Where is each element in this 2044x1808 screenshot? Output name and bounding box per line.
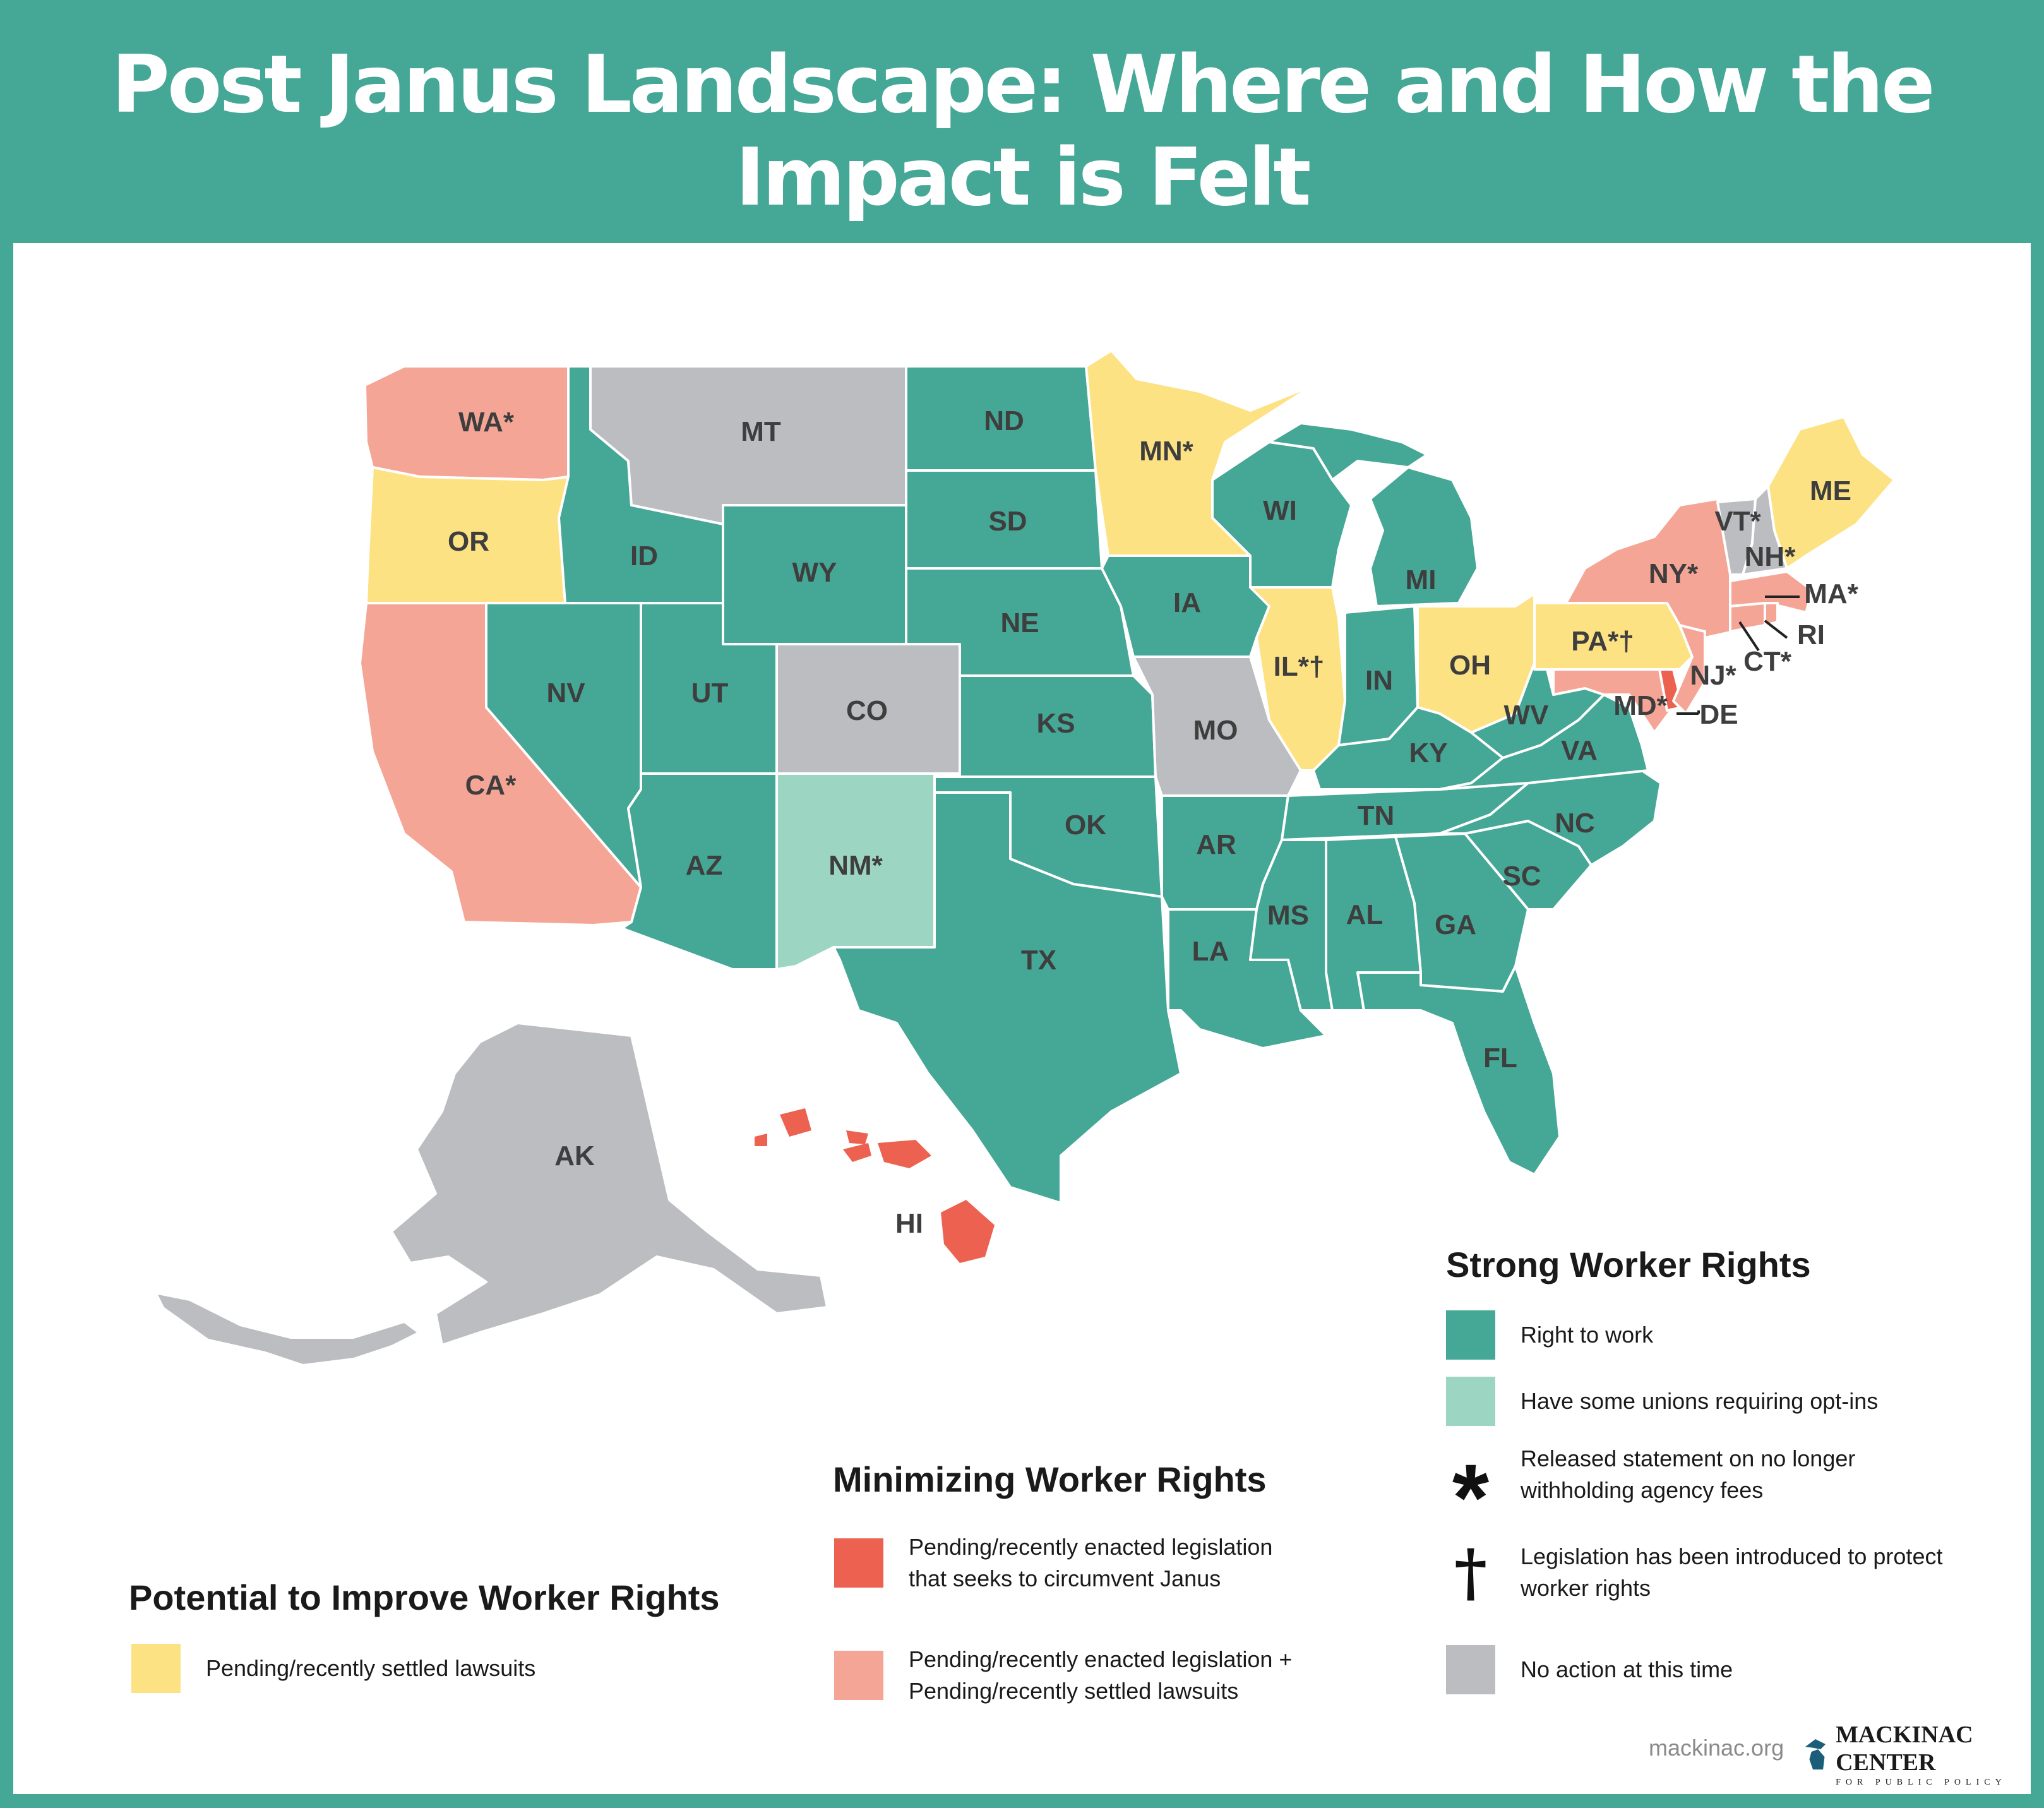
label-in: IN	[1365, 665, 1393, 696]
legend-strong-title: Strong Worker Rights	[1446, 1245, 1811, 1284]
label-pa: PA*†	[1571, 626, 1634, 657]
state-fl[interactable]	[1356, 965, 1561, 1176]
label-ks: KS	[1036, 708, 1075, 739]
alaska-aleutian	[158, 1295, 417, 1364]
legend-asterisk: * Released statement on no longer withho…	[1446, 1443, 1963, 1550]
state-mi-up[interactable]	[1268, 422, 1428, 481]
page-title: Post Janus Landscape: Where and How the …	[111, 38, 1935, 224]
legend-right-to-work: Right to work	[1446, 1310, 1963, 1360]
label-mt: MT	[741, 416, 781, 447]
label-ga: GA	[1435, 909, 1476, 940]
label-vt: VT*	[1714, 506, 1761, 537]
legend-minimizing-title: Minimizing Worker Rights	[833, 1459, 1267, 1499]
label-or: OR	[448, 526, 489, 557]
label-ia: IA	[1173, 587, 1201, 618]
label-wa: WA*	[458, 407, 515, 438]
label-ut: UT	[691, 678, 729, 709]
label-fl: FL	[1483, 1043, 1517, 1074]
label-nc: NC	[1555, 808, 1595, 839]
label-oh: OH	[1449, 650, 1491, 681]
label-sd: SD	[988, 506, 1027, 537]
swatch-legislation	[834, 1538, 883, 1588]
label-nh: NH*	[1745, 541, 1796, 572]
swatch-legislation-lawsuits	[834, 1651, 883, 1700]
swatch-no-action	[1446, 1645, 1495, 1694]
dagger-icon: †	[1454, 1535, 1488, 1610]
label-md: MD*	[1613, 690, 1668, 721]
mackinac-logo: MACKINAC CENTER FOR PUBLIC POLICY	[1800, 1721, 2031, 1788]
legend-lawsuits-label: Pending/recently settled lawsuits	[206, 1655, 536, 1681]
label-ri: RI	[1797, 620, 1825, 650]
legend-right-to-work-label: Right to work	[1521, 1322, 1654, 1348]
label-ca: CA*	[465, 770, 517, 801]
legend-no-action-label: No action at this time	[1521, 1656, 1733, 1682]
label-ny: NY*	[1649, 558, 1699, 589]
label-wi: WI	[1263, 495, 1297, 526]
label-ak: AK	[554, 1140, 595, 1171]
swatch-lawsuits	[131, 1644, 181, 1693]
state-hi[interactable]	[755, 1108, 995, 1263]
swatch-opt-ins	[1446, 1377, 1495, 1426]
label-ct: CT*	[1743, 646, 1792, 677]
logo-name: MACKINAC CENTER	[1836, 1721, 1973, 1776]
legend-lawsuits: Pending/recently settled lawsuits	[131, 1644, 648, 1693]
legend-no-action: No action at this time	[1446, 1645, 1963, 1694]
label-az: AZ	[686, 850, 723, 881]
legend-legislation-lawsuits-label: Pending/recently enacted legislation + P…	[909, 1646, 1293, 1704]
label-tx: TX	[1021, 945, 1056, 976]
label-ma: MA*	[1804, 578, 1858, 609]
label-sc: SC	[1502, 861, 1541, 892]
content-panel: WA* OR CA* ID NV MT WY UT CO AZ NM* ND S…	[13, 243, 2031, 1794]
label-il: IL*†	[1274, 651, 1325, 682]
label-co: CO	[846, 695, 888, 726]
label-hi: HI	[895, 1208, 923, 1239]
site-url: mackinac.org	[1649, 1735, 1784, 1761]
label-nm: NM*	[828, 850, 883, 881]
state-me[interactable]	[1767, 416, 1896, 570]
leader-lines	[1676, 596, 1800, 715]
label-tn: TN	[1358, 800, 1395, 831]
state-ct[interactable]	[1729, 602, 1766, 633]
label-wv: WV	[1504, 700, 1550, 731]
label-me: ME	[1810, 476, 1851, 506]
label-nv: NV	[546, 678, 585, 709]
michigan-icon	[1805, 1739, 1826, 1770]
label-al: AL	[1346, 899, 1384, 930]
header-banner: Post Janus Landscape: Where and How the …	[0, 0, 2044, 243]
legend-legislation-label: Pending/recently enacted legislation tha…	[909, 1534, 1273, 1591]
legend-opt-ins-label: Have some unions requiring opt-ins	[1521, 1388, 1879, 1414]
label-de: DE	[1699, 699, 1738, 730]
legend-dagger-label: Legislation has been introduced to prote…	[1521, 1543, 1943, 1601]
state-ri[interactable]	[1764, 602, 1779, 626]
label-ms: MS	[1267, 900, 1309, 931]
label-ne: NE	[1000, 608, 1039, 638]
label-ar: AR	[1196, 829, 1236, 860]
label-la: LA	[1192, 936, 1229, 967]
asterisk-icon: *	[1452, 1444, 1490, 1550]
label-wy: WY	[792, 557, 837, 588]
label-nd: ND	[984, 405, 1024, 436]
label-nj: NJ*	[1690, 660, 1736, 691]
legend-asterisk-label: Released statement on no longer withhold…	[1521, 1446, 1856, 1503]
label-mi: MI	[1406, 565, 1437, 596]
us-map: WA* OR CA* ID NV MT WY UT CO AZ NM* ND S…	[158, 349, 1896, 1364]
label-mo: MO	[1193, 715, 1238, 746]
state-labels: WA* OR CA* ID NV MT WY UT CO AZ NM* ND S…	[448, 405, 1859, 1239]
legend-legislation: Pending/recently enacted legislation tha…	[834, 1531, 1313, 1595]
label-va: VA	[1561, 735, 1598, 766]
state-tx[interactable]	[832, 791, 1182, 1204]
swatch-right-to-work	[1446, 1310, 1495, 1360]
legend-opt-ins: Have some unions requiring opt-ins	[1446, 1377, 1963, 1426]
label-ok: OK	[1065, 810, 1106, 841]
legend-dagger: † Legislation has been introduced to pro…	[1446, 1541, 1963, 1604]
label-ky: KY	[1409, 738, 1447, 769]
label-mn: MN*	[1139, 436, 1193, 467]
state-mi[interactable]	[1369, 466, 1479, 608]
logo-sub: FOR PUBLIC POLICY	[1836, 1778, 2007, 1787]
label-id: ID	[630, 541, 658, 572]
legend-potential-title: Potential to Improve Worker Rights	[129, 1578, 720, 1617]
state-ak[interactable]	[390, 1022, 828, 1346]
legend-legislation-lawsuits: Pending/recently enacted legislation + P…	[834, 1644, 1313, 1707]
